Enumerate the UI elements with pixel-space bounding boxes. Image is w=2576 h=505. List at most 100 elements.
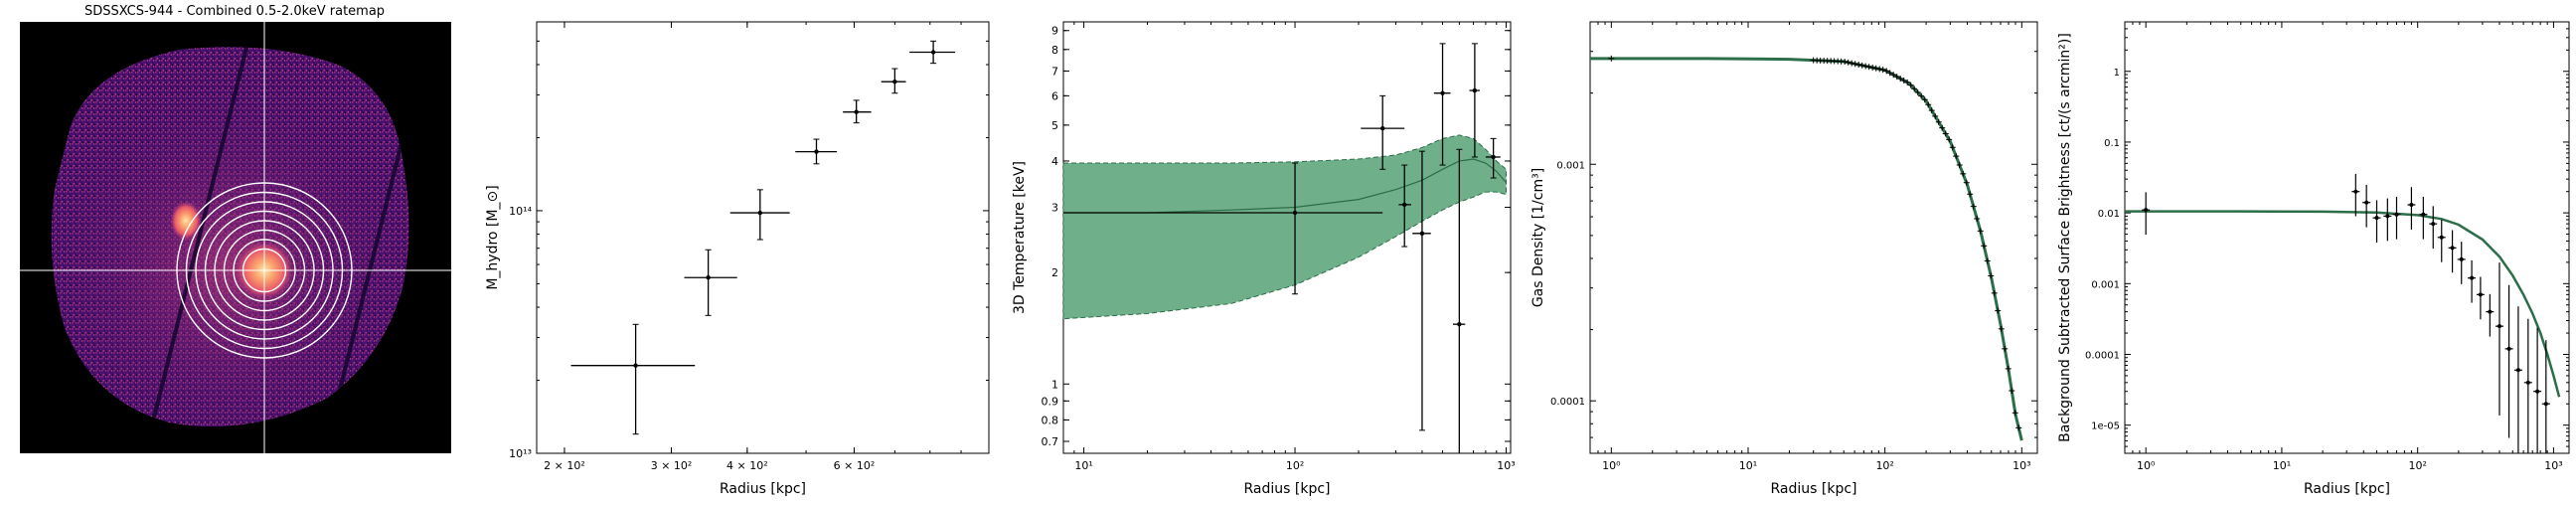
brightness-marker <box>2470 275 2475 280</box>
plot-frame <box>2124 21 2570 454</box>
x-tick-label: 10³ <box>1497 459 1515 472</box>
ratemap-panel: SDSSXCS-944 - Combined 0.5-2.0keV ratema… <box>0 0 467 501</box>
x-axis-label: Radius [kpc] <box>1243 481 1330 497</box>
brightness-marker <box>2535 389 2540 394</box>
y-tick-label: 10¹⁴ <box>509 205 532 218</box>
x-tick-label: 10² <box>1875 459 1893 472</box>
data-point <box>1398 164 1411 248</box>
x-axis-label: Radius [kpc] <box>720 481 806 497</box>
y-tick-label: 0.0001 <box>2085 350 2120 361</box>
surface-brightness-chart: 10⁰ 10¹ 10² 10³ 1e-05 0.0001 0.001 0.01 0.1 1 Radi… <box>2057 21 2570 497</box>
point-marker <box>1440 90 1445 95</box>
data-point <box>795 138 838 165</box>
point-marker <box>1472 87 1478 93</box>
hydro-mass-chart: 2 × 10² 3 × 10² 4 × 10² 6 × 10² 10¹³ 10¹⁴ Radi… <box>485 21 990 497</box>
brightness-panel: 10⁰ 10¹ 10² 10³ 1e-05 0.0001 0.001 0.01 0.1 1 Radi… <box>2057 0 2576 501</box>
x-tick-label: 6 × 10² <box>834 459 876 472</box>
x-tick-label: 10¹ <box>2273 459 2291 472</box>
x-tick-label: 10¹ <box>1739 459 1757 472</box>
x-tick-label: 10¹ <box>1074 459 1092 472</box>
point-marker <box>633 363 638 368</box>
data-point <box>1469 43 1480 158</box>
y-tick-label: 8 <box>1051 44 1058 57</box>
y-tick-label: 10¹³ <box>509 447 532 460</box>
brightness-marker <box>2497 324 2502 329</box>
brightness-marker <box>2506 346 2511 351</box>
x-tick-label: 10³ <box>2544 459 2562 472</box>
data-point <box>729 189 790 241</box>
y-tick-label: 0.001 <box>2091 279 2120 290</box>
y-tick-label: 2 <box>1051 266 1058 279</box>
data-point <box>1452 148 1466 454</box>
point-marker <box>706 275 711 280</box>
brightness-marker <box>2543 402 2548 407</box>
minor-ticks <box>2124 21 2569 454</box>
x-tick-label: 10² <box>1286 459 1304 472</box>
data-point <box>881 68 906 94</box>
y-tick-label: 0.01 <box>2098 209 2120 220</box>
secondary-source <box>170 201 202 241</box>
data-point <box>684 249 737 316</box>
data-point <box>843 99 872 124</box>
x-axis-label: Radius [kpc] <box>2304 481 2390 497</box>
y-axis-label: 3D Temperature [keV] <box>1012 161 1028 314</box>
data-point <box>909 40 956 65</box>
point-marker <box>892 80 897 84</box>
x-tick-label: 3 × 10² <box>651 459 693 472</box>
point-marker <box>1491 154 1496 160</box>
brightness-marker <box>2439 235 2444 240</box>
y-tick-label: 4 <box>1051 155 1058 168</box>
y-tick-label: 0.0001 <box>1550 397 1585 408</box>
data-point <box>1433 43 1451 166</box>
x-tick-label: 10⁰ <box>1602 459 1621 472</box>
y-tick-label: 0.001 <box>1556 160 1585 171</box>
y-tick-label: 0.9 <box>1042 395 1059 408</box>
y-axis-label: Background Subtracted Surface Brightness… <box>2057 33 2073 442</box>
y-tick-label: 9 <box>1051 25 1058 38</box>
density-model-line <box>1590 57 2023 441</box>
y-tick-label: 7 <box>1051 65 1058 78</box>
data-point <box>1063 162 1383 295</box>
ratemap-field-of-view <box>51 47 409 427</box>
brightness-marker <box>2409 203 2414 208</box>
y-tick-label: 1 <box>2114 68 2120 79</box>
point-marker <box>1380 125 1385 131</box>
brightness-marker <box>2374 216 2379 221</box>
brightness-marker <box>2394 212 2399 217</box>
ratemap-title: SDSSXCS-944 - Combined 0.5-2.0keV ratema… <box>84 4 385 19</box>
x-tick-label: 2 × 10² <box>544 459 585 472</box>
mass-panel: 2 × 10² 3 × 10² 4 × 10² 6 × 10² 10¹³ 10¹⁴ Radi… <box>477 0 1004 501</box>
point-marker <box>854 109 859 114</box>
point-marker <box>1402 202 1407 208</box>
brightness-marker <box>2515 368 2520 373</box>
y-tick-label: 1 <box>1051 378 1058 391</box>
y-tick-label: 1e-05 <box>2091 421 2120 432</box>
density-data-points <box>1608 55 2022 431</box>
point-marker <box>1419 231 1425 237</box>
brightness-marker <box>2488 309 2493 314</box>
x-axis-label: Radius [kpc] <box>1770 481 1856 497</box>
brightness-marker <box>2431 222 2436 227</box>
y-tick-label: 0.7 <box>1042 435 1059 448</box>
density-panel: 10⁰ 10¹ 10² 10³ 0.0001 0.001 Radius [kpc] Gas D… <box>1530 0 2057 501</box>
point-marker <box>814 149 819 154</box>
brightness-marker <box>2525 380 2530 385</box>
y-tick-label: 6 <box>1051 89 1058 102</box>
plot-frame <box>536 21 990 454</box>
ratemap-figure: SDSSXCS-944 - Combined 0.5-2.0keV ratema… <box>20 4 451 453</box>
y-axis-label: Gas Density [1/cm³] <box>1530 168 1546 307</box>
brightness-data-points <box>2142 173 2550 453</box>
brightness-model-line <box>2125 210 2561 398</box>
brightness-marker <box>2450 246 2455 251</box>
brightness-marker <box>2421 212 2426 217</box>
point-marker <box>1457 321 1462 327</box>
x-tick-label: 10⁰ <box>2137 459 2156 472</box>
brightness-marker <box>2478 292 2483 297</box>
x-tick-label: 10² <box>2408 459 2426 472</box>
data-point <box>1412 150 1431 431</box>
brightness-marker <box>2459 256 2464 261</box>
minor-ticks <box>1589 21 2037 454</box>
x-tick-label: 4 × 10² <box>726 459 768 472</box>
data-point <box>1485 137 1501 179</box>
brightness-marker <box>2353 189 2358 194</box>
